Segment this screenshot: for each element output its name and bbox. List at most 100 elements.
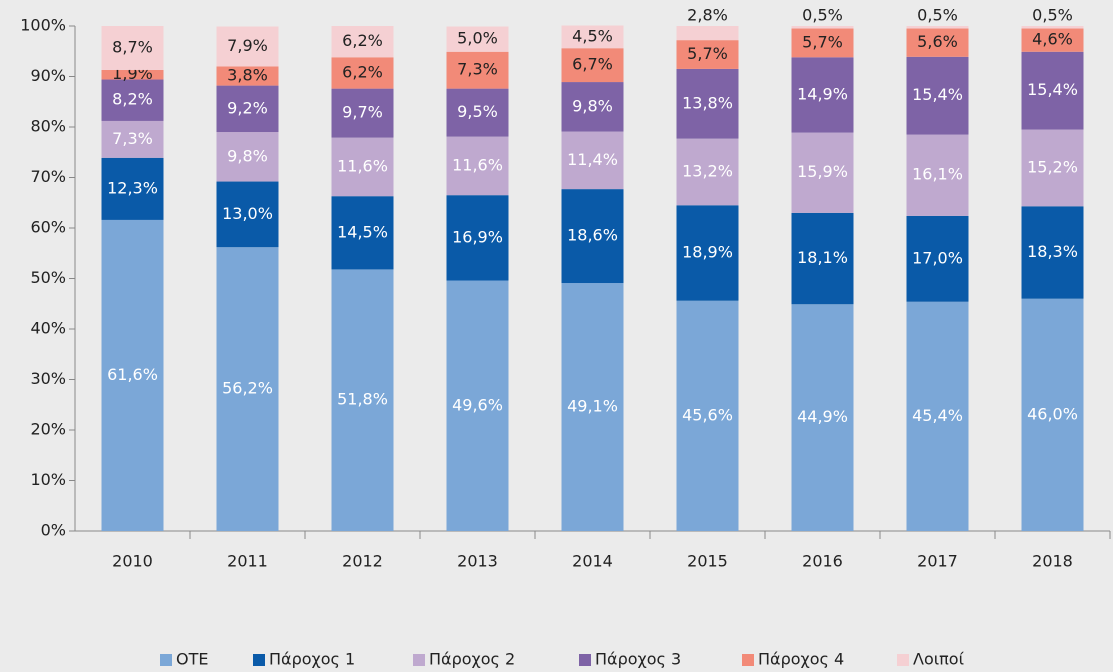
legend-swatch (897, 654, 909, 666)
bar-segment (561, 25, 624, 49)
bar-segment (1021, 26, 1084, 29)
data-label: 14,5% (337, 222, 388, 241)
data-label: 18,3% (1027, 242, 1078, 261)
bar-segment (791, 26, 854, 29)
bar-segment (216, 26, 279, 67)
bar-segment (216, 247, 279, 531)
bar-segment (906, 301, 969, 531)
legend-label: Λοιποί (913, 650, 965, 669)
bar-segment (446, 88, 509, 137)
data-label: 0,5% (917, 6, 958, 25)
data-label: 13,2% (682, 161, 733, 180)
bar-segment (1021, 298, 1084, 531)
data-label: 18,6% (567, 226, 618, 245)
data-label: 7,3% (112, 129, 153, 148)
data-label: 5,7% (802, 32, 843, 51)
bar-segment (216, 66, 279, 86)
x-tick-label: 2012 (342, 552, 383, 571)
bar-segment (561, 48, 624, 83)
data-label: 15,4% (1027, 80, 1078, 99)
y-tick-label: 30% (30, 369, 66, 388)
bar-segment (331, 57, 394, 89)
data-label: 49,1% (567, 397, 618, 416)
bar-segment (446, 26, 509, 52)
bar-segment (1021, 51, 1084, 130)
data-label: 9,8% (227, 146, 268, 165)
bar-segment (216, 132, 279, 182)
data-label: 6,2% (342, 62, 383, 81)
data-label: 11,4% (567, 150, 618, 169)
x-tick-label: 2013 (457, 552, 498, 571)
bar-segment (791, 304, 854, 531)
bar-segment (676, 68, 739, 139)
data-label: 0,5% (1032, 6, 1073, 25)
y-tick-label: 50% (30, 268, 66, 287)
bar-segment (1021, 28, 1084, 52)
data-label: 61,6% (107, 365, 158, 384)
data-label: 7,9% (227, 36, 268, 55)
data-label: 11,6% (452, 155, 503, 174)
y-tick-label: 80% (30, 117, 66, 136)
data-label: 3,8% (227, 65, 268, 84)
legend-swatch (579, 654, 591, 666)
bar-segment (561, 283, 624, 531)
y-tick-label: 90% (30, 66, 66, 85)
data-label: 9,2% (227, 98, 268, 117)
bar-segment (791, 28, 854, 58)
bar-segment (331, 269, 394, 531)
legend-label: Πάροχος 2 (429, 650, 515, 669)
data-label: 14,9% (797, 84, 848, 103)
data-label: 2,8% (687, 6, 728, 25)
x-tick-label: 2014 (572, 552, 613, 571)
data-label: 45,4% (912, 406, 963, 425)
data-label: 11,6% (337, 156, 388, 175)
bar-segment (101, 79, 164, 121)
bar-segment (216, 85, 279, 133)
y-tick-label: 100% (20, 16, 66, 35)
x-tick-label: 2017 (917, 552, 958, 571)
bar-segment (446, 51, 509, 89)
data-label: 7,3% (457, 60, 498, 79)
bar-segment (561, 131, 624, 190)
data-label: 9,7% (342, 103, 383, 122)
bar-segment (791, 132, 854, 213)
legend-label: Πάροχος 4 (758, 650, 844, 669)
data-label: 9,5% (457, 102, 498, 121)
bar-segment (446, 136, 509, 196)
bar-segment (101, 219, 164, 532)
data-label: 13,0% (222, 204, 273, 223)
bar-segment (561, 189, 624, 284)
data-label: 44,9% (797, 407, 848, 426)
data-label: 18,1% (797, 248, 848, 267)
data-label: 8,2% (112, 90, 153, 109)
data-label: 18,9% (682, 242, 733, 261)
legend-label: Πάροχος 1 (269, 650, 355, 669)
bar-segment (331, 88, 394, 138)
bar-segment (906, 56, 969, 135)
data-label: 12,3% (107, 178, 158, 197)
bar-segment (676, 40, 739, 69)
data-label: 51,8% (337, 390, 388, 409)
x-tick-label: 2015 (687, 552, 728, 571)
legend-label: OTE (176, 650, 208, 669)
data-label: 46,0% (1027, 404, 1078, 423)
bar-segment (791, 212, 854, 305)
data-label: 0,5% (802, 6, 843, 25)
data-label: 6,7% (572, 55, 613, 74)
y-tick-label: 40% (30, 319, 66, 338)
data-label: 8,7% (112, 37, 153, 56)
bar-segment (446, 195, 509, 281)
bar-segment (791, 57, 854, 133)
bar-segment (1021, 206, 1084, 299)
y-tick-label: 0% (41, 521, 66, 540)
data-label: 9,8% (572, 96, 613, 115)
data-label: 13,8% (682, 93, 733, 112)
bar-segment (561, 82, 624, 132)
bar-segment (906, 28, 969, 57)
data-label: 17,0% (912, 248, 963, 267)
bar-segment (331, 26, 394, 58)
y-tick-label: 60% (30, 218, 66, 237)
legend-swatch (160, 654, 172, 666)
legend-swatch (253, 654, 265, 666)
